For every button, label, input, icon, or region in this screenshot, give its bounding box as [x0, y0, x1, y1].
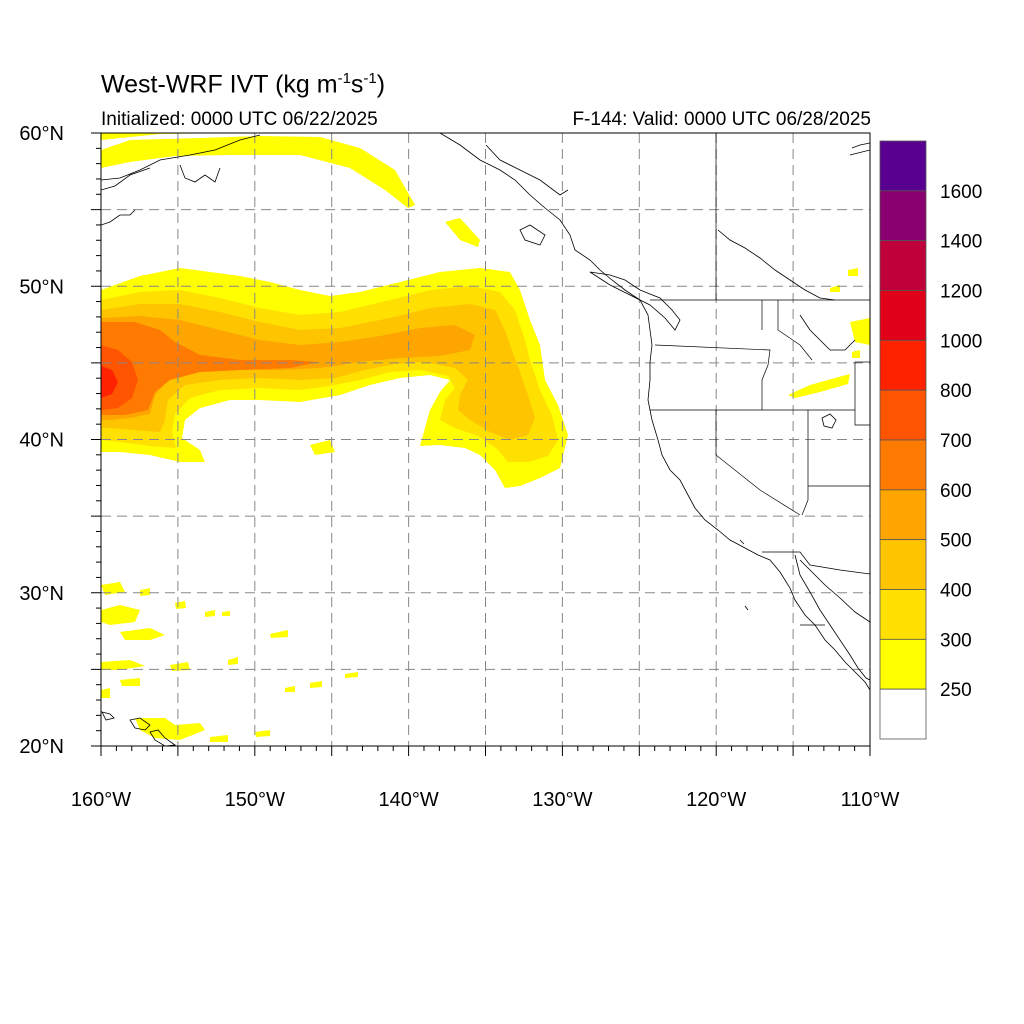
- colorbar-swatch: [879, 589, 927, 640]
- ivt-shading: [101, 133, 870, 742]
- colorbar-label: 1400: [940, 232, 982, 253]
- colorbar-swatch: [879, 489, 927, 541]
- colorbar-swatch: [879, 439, 927, 491]
- colorbar-label: 800: [940, 381, 972, 402]
- colorbar-swatch: [879, 190, 927, 242]
- colorbar-swatch: [879, 339, 927, 391]
- map-title: West-WRF IVT (kg m-1s-1): [101, 70, 386, 99]
- latitude-labels: 60°N 50°N 40°N 30°N 20°N: [19, 123, 64, 758]
- longitude-label: 160°W: [71, 789, 131, 811]
- latitude-label: 20°N: [19, 736, 64, 758]
- colorbar: 1600 1400 1200 1000 800 700 600 500 400 300 250: [879, 140, 982, 740]
- ivt-600: [101, 322, 320, 415]
- longitude-label: 120°W: [686, 789, 746, 811]
- colorbar-label: 600: [940, 481, 972, 502]
- ivt-250-north: [101, 136, 415, 208]
- initialized-time: Initialized: 0000 UTC 06/22/2025: [101, 109, 378, 130]
- longitude-label: 150°W: [225, 789, 285, 811]
- axis-ticks: [91, 132, 871, 756]
- coastlines: [101, 133, 870, 746]
- colorbar-swatch: [879, 389, 927, 441]
- colorbar-swatch: [879, 290, 927, 341]
- longitude-label: 110°W: [841, 789, 900, 811]
- ivt-250-north2: [101, 133, 230, 140]
- colorbar-label: 1000: [940, 331, 982, 352]
- colorbar-swatch: [879, 688, 927, 740]
- longitude-label: 140°W: [378, 789, 438, 811]
- colorbar-swatch: [879, 539, 927, 590]
- longitude-labels: 160°W 150°W 140°W 130°W 120°W 110°W: [71, 789, 900, 811]
- colorbar-swatch: [879, 240, 927, 291]
- colorbar-label: 1200: [940, 282, 982, 303]
- latitude-label: 30°N: [19, 583, 64, 605]
- latitude-label: 60°N: [19, 123, 64, 145]
- colorbar-label: 1600: [940, 182, 982, 203]
- colorbar-swatch: [879, 638, 927, 690]
- colorbar-swatch: [879, 140, 927, 192]
- colorbar-label: 300: [940, 630, 972, 651]
- longitude-label: 130°W: [532, 789, 592, 811]
- colorbar-label: 400: [940, 581, 972, 602]
- colorbar-label: 700: [940, 431, 972, 452]
- latitude-label: 50°N: [19, 276, 64, 298]
- colorbar-label: 250: [940, 680, 972, 701]
- lat-lon-grid: [101, 133, 870, 746]
- state-borders: [650, 133, 870, 626]
- ivt-800: [101, 366, 118, 398]
- colorbar-label: 500: [940, 531, 972, 552]
- latitude-label: 40°N: [19, 430, 64, 452]
- valid-time: F-144: Valid: 0000 UTC 06/28/2025: [572, 109, 871, 130]
